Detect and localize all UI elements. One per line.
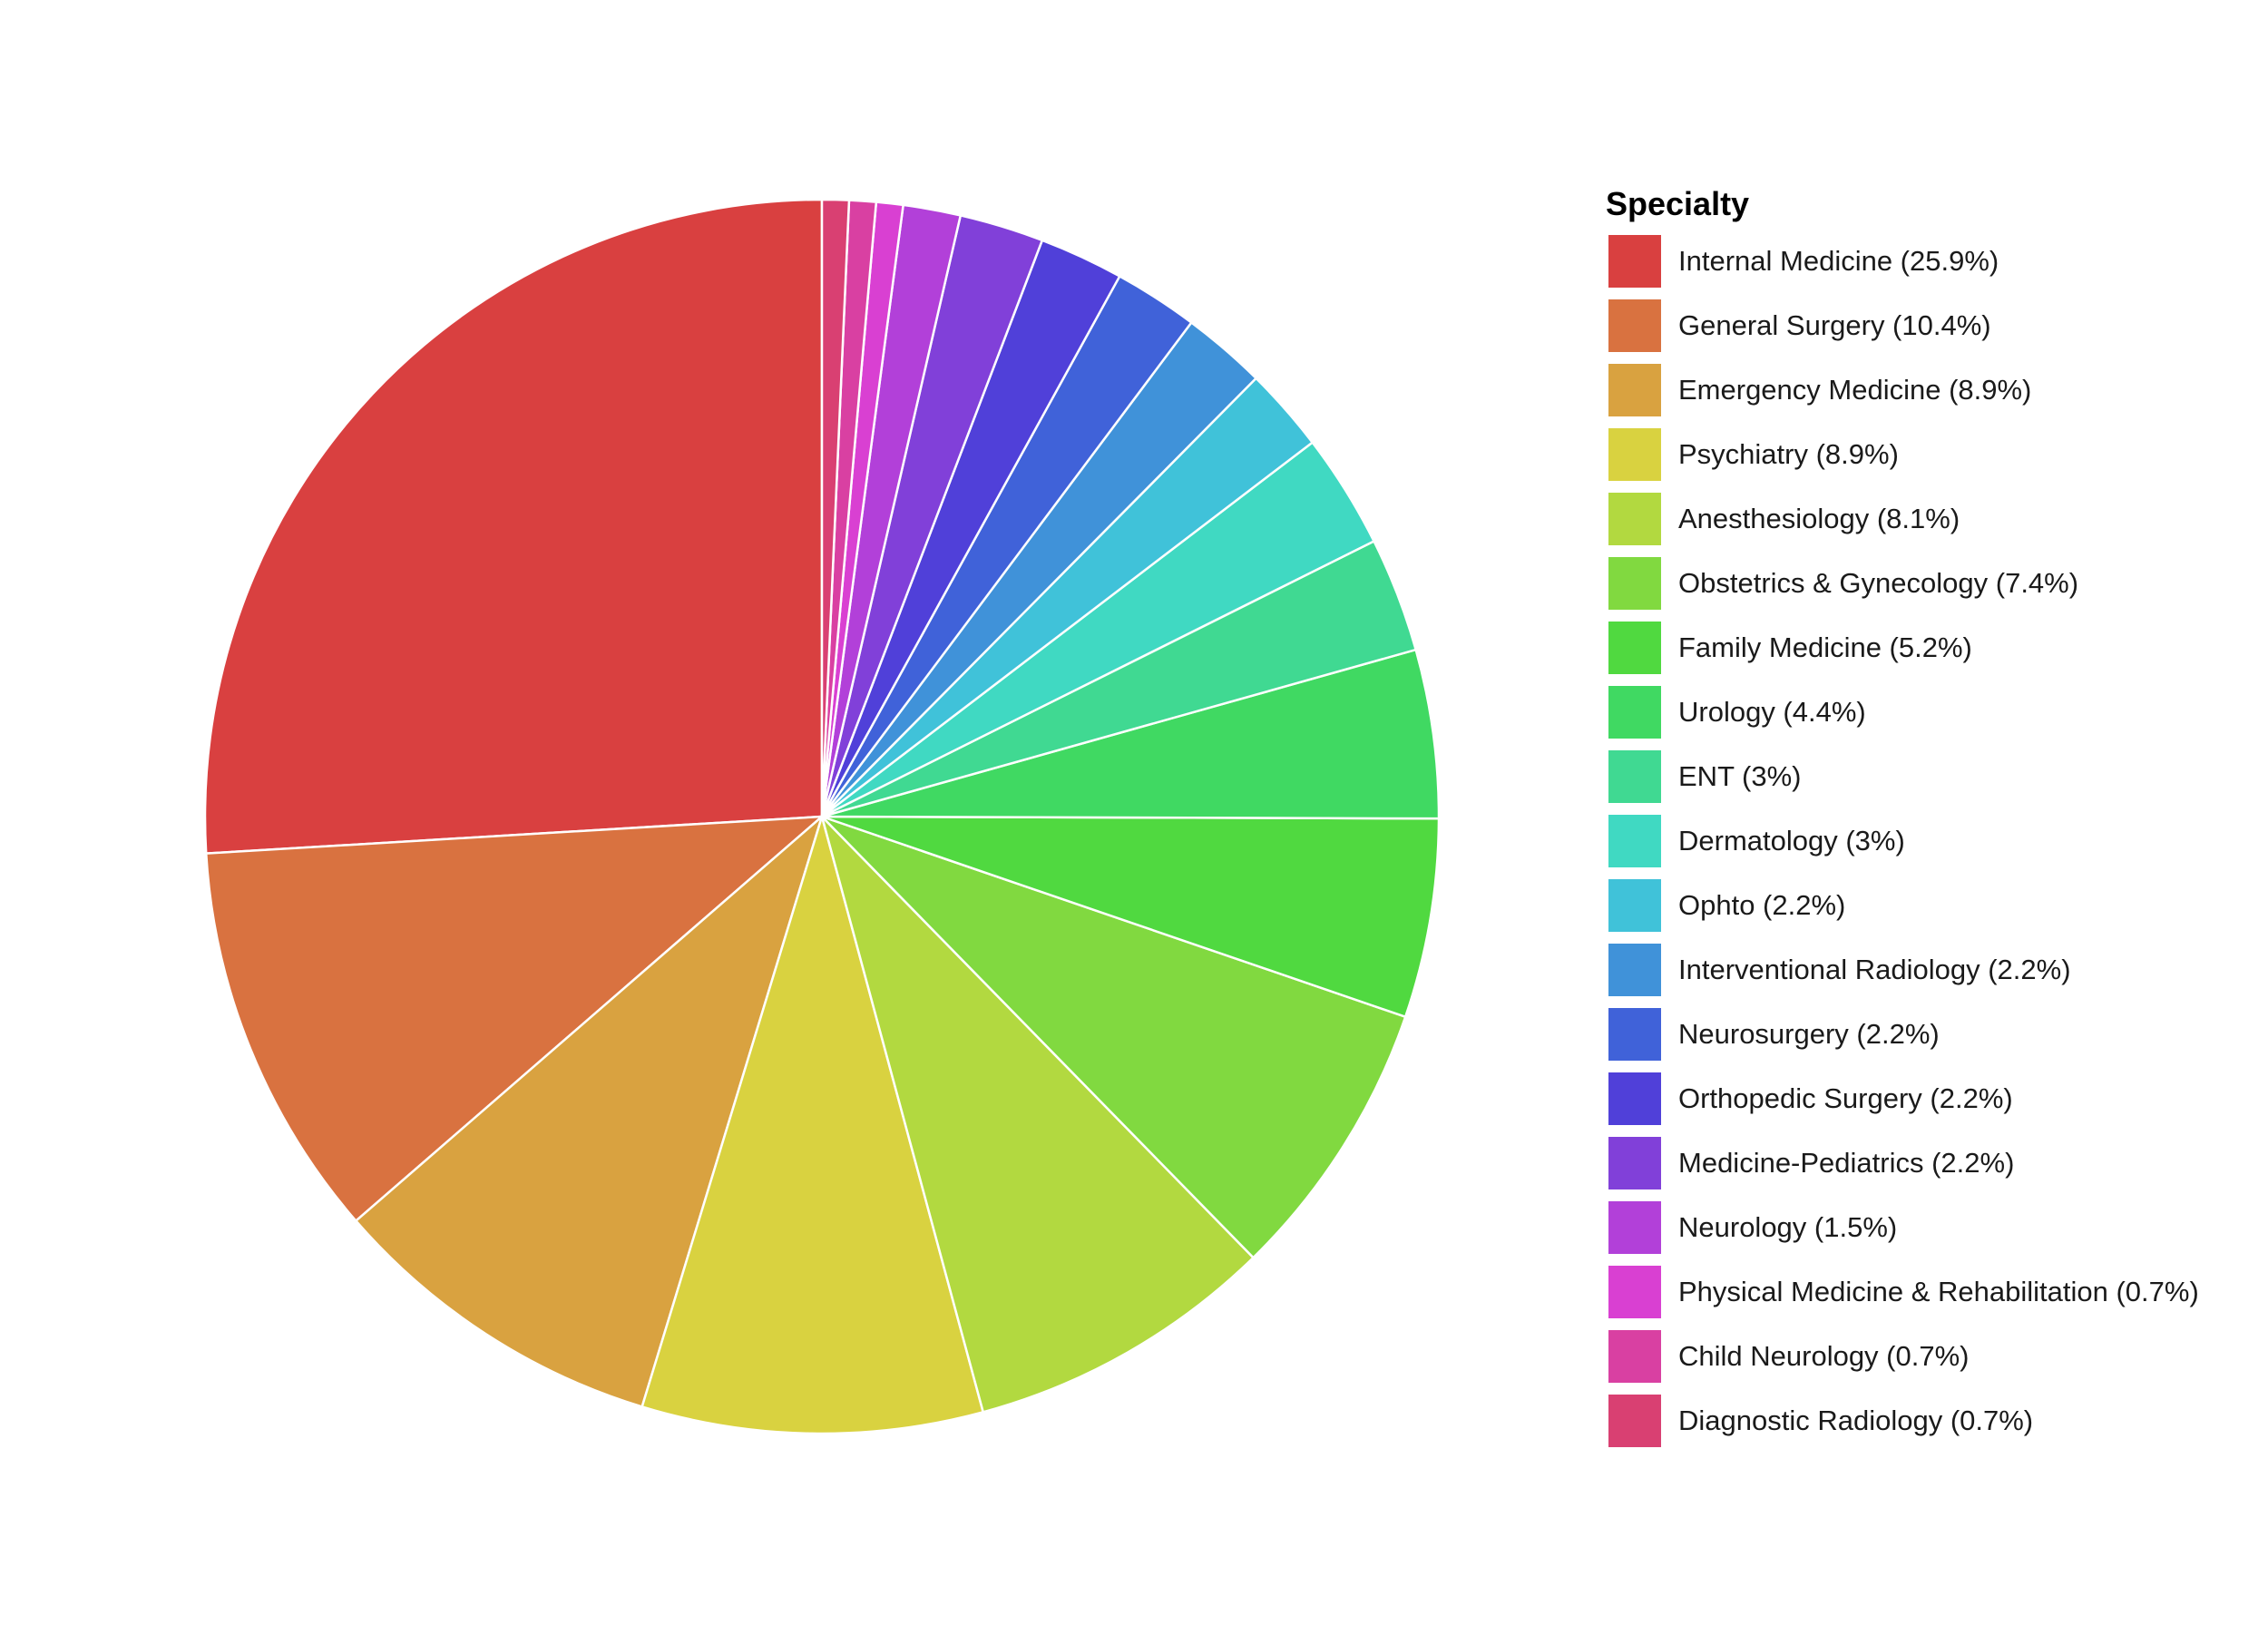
legend-item: Physical Medicine & Rehabilitation (0.7%… — [1606, 1259, 2199, 1324]
legend-swatch — [1606, 811, 1664, 870]
legend-swatch — [1606, 876, 1664, 935]
pie-slice-2 — [355, 815, 824, 1408]
legend-label: Child Neurology (0.7%) — [1678, 1339, 1970, 1372]
legend-swatch — [1606, 1133, 1664, 1192]
pie-slice-4 — [820, 815, 1255, 1414]
legend-item: Urology (4.4%) — [1606, 680, 2199, 744]
legend-label: Physical Medicine & Rehabilitation (0.7%… — [1678, 1275, 2199, 1307]
legend-item: Psychiatry (8.9%) — [1606, 422, 2199, 486]
legend-item: Neurosurgery (2.2%) — [1606, 1002, 2199, 1066]
legend-swatch — [1606, 1004, 1664, 1063]
legend-swatch — [1606, 747, 1664, 806]
legend-item: Anesthesiology (8.1%) — [1606, 486, 2199, 551]
legend-label: Medicine-Pediatrics (2.2%) — [1678, 1146, 2015, 1179]
pie-slice-0 — [203, 198, 824, 855]
legend-items: Internal Medicine (25.9%) General Surgery… — [1606, 229, 2199, 1453]
legend-label: Diagnostic Radiology (0.7%) — [1678, 1404, 2034, 1436]
legend-item: Diagnostic Radiology (0.7%) — [1606, 1388, 2199, 1453]
legend-item: ENT (3%) — [1606, 744, 2199, 808]
legend-label: Psychiatry (8.9%) — [1678, 437, 1899, 470]
legend-label: Anesthesiology (8.1%) — [1678, 502, 1960, 534]
legend-item: Dermatology (3%) — [1606, 808, 2199, 873]
legend-item: Medicine-Pediatrics (2.2%) — [1606, 1131, 2199, 1195]
legend-item: Interventional Radiology (2.2%) — [1606, 937, 2199, 1002]
legend-item: Internal Medicine (25.9%) — [1606, 229, 2199, 293]
legend-label: Internal Medicine (25.9%) — [1678, 244, 1999, 277]
legend-label: Neurosurgery (2.2%) — [1678, 1017, 1940, 1050]
pie-slice-6 — [820, 815, 1441, 1018]
legend-item: Ophto (2.2%) — [1606, 873, 2199, 937]
legend-swatch — [1606, 296, 1664, 355]
legend-swatch — [1606, 1069, 1664, 1128]
legend-item: Orthopedic Surgery (2.2%) — [1606, 1066, 2199, 1131]
pie-slice-1 — [204, 815, 824, 1222]
legend-swatch — [1606, 360, 1664, 419]
pie-slice-3 — [640, 815, 984, 1435]
legend-label: ENT (3%) — [1678, 759, 1802, 792]
legend-item: Neurology (1.5%) — [1606, 1195, 2199, 1259]
legend-label: General Surgery (10.4%) — [1678, 308, 1991, 341]
pie-slice-18 — [820, 198, 851, 818]
legend-item: Family Medicine (5.2%) — [1606, 615, 2199, 680]
legend-swatch — [1606, 618, 1664, 677]
pie-slice-7 — [820, 648, 1441, 820]
legend-swatch — [1606, 553, 1664, 612]
legend-label: Ophto (2.2%) — [1678, 888, 1846, 921]
legend-swatch — [1606, 1326, 1664, 1385]
legend-swatch — [1606, 425, 1664, 484]
legend-label: Orthopedic Surgery (2.2%) — [1678, 1082, 2013, 1114]
pie-slice-5 — [820, 815, 1407, 1259]
legend-label: Dermatology (3%) — [1678, 824, 1905, 857]
legend-swatch — [1606, 231, 1664, 290]
legend-label: Family Medicine (5.2%) — [1678, 631, 1972, 663]
legend-label: Urology (4.4%) — [1678, 695, 1866, 728]
legend-label: Neurology (1.5%) — [1678, 1210, 1898, 1243]
legend-label: Obstetrics & Gynecology (7.4%) — [1678, 566, 2079, 599]
legend-swatch — [1606, 489, 1664, 548]
legend-title: Specialty — [1606, 185, 1750, 222]
pie-slices — [203, 198, 1441, 1435]
legend-swatch — [1606, 940, 1664, 999]
legend-label: Interventional Radiology (2.2%) — [1678, 953, 2071, 985]
legend-item: Obstetrics & Gynecology (7.4%) — [1606, 551, 2199, 615]
legend-item: Child Neurology (0.7%) — [1606, 1324, 2199, 1388]
legend-swatch — [1606, 1391, 1664, 1450]
legend-swatch — [1606, 1198, 1664, 1257]
legend-item: Emergency Medicine (8.9%) — [1606, 357, 2199, 422]
legend: Specialty Internal Medicine (25.9%) Gener… — [1606, 181, 2199, 1453]
legend-swatch — [1606, 1262, 1664, 1321]
legend-label: Emergency Medicine (8.9%) — [1678, 373, 2032, 406]
legend-swatch — [1606, 682, 1664, 741]
legend-item: General Surgery (10.4%) — [1606, 293, 2199, 357]
